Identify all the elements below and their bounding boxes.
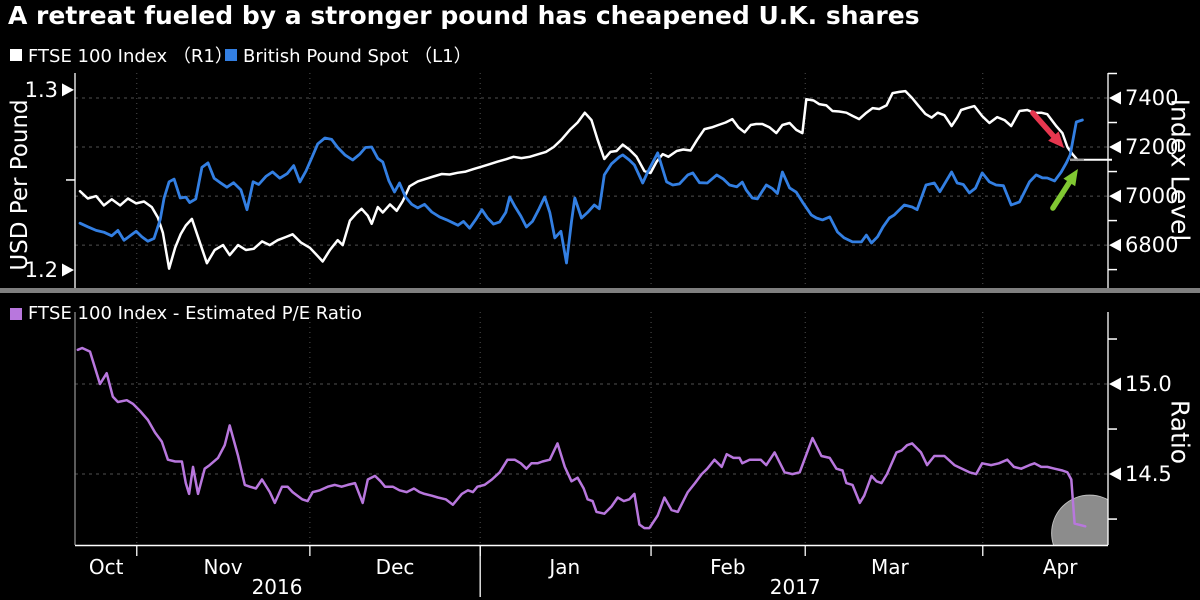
- month-label: Jan: [547, 555, 580, 579]
- right-tick-arrow: [1109, 377, 1121, 391]
- left-tick-arrow: [62, 263, 74, 277]
- right-tick-label: 7200: [1125, 135, 1178, 159]
- legend-label-pe: FTSE 100 Index - Estimated P/E Ratio: [28, 303, 363, 324]
- legend-swatch-pound: [225, 49, 237, 61]
- legend-item-pound: British Pound Spot （L1）: [225, 42, 472, 68]
- year-label: 2016: [252, 575, 303, 599]
- green-arrow: [1050, 179, 1073, 211]
- month-label: Nov: [204, 555, 243, 579]
- right-tick-label: 7000: [1125, 184, 1178, 208]
- right-tick-arrow: [1109, 189, 1121, 203]
- legend-bottom: FTSE 100 Index - Estimated P/E Ratio: [0, 303, 1200, 324]
- legend-label-ftse: FTSE 100 Index （R1）: [28, 46, 233, 67]
- legend-item-pe: FTSE 100 Index - Estimated P/E Ratio: [10, 303, 362, 324]
- series-line-ftse-100-index: [78, 89, 1079, 270]
- month-label: Oct: [89, 555, 124, 579]
- series-line-ftse-100-index-estimated-p-e: [76, 346, 1087, 530]
- chart-title: A retreat fueled by a stronger pound has…: [8, 1, 920, 30]
- month-label: Apr: [1043, 555, 1078, 579]
- legend-item-ftse: FTSE 100 Index （R1）: [10, 42, 233, 68]
- month-label: Dec: [376, 555, 415, 579]
- left-tick-label: 1.3: [25, 78, 58, 102]
- series-line-british-pound-spot: [78, 118, 1084, 265]
- month-label: Mar: [871, 555, 910, 579]
- legend-swatch-ftse: [10, 49, 22, 61]
- red-arrow: [1030, 110, 1057, 139]
- right-tick-arrow: [1109, 91, 1121, 105]
- left-tick-label: 1.2: [25, 258, 58, 282]
- right-tick-label: 7400: [1125, 86, 1178, 110]
- legend-top: FTSE 100 Index （R1） British Pound Spot （…: [0, 42, 1200, 67]
- left-tick-arrow: [62, 83, 74, 97]
- right-tick-label: 14.5: [1125, 462, 1172, 486]
- right-tick-arrow: [1109, 140, 1121, 154]
- right-tick-label: 6800: [1125, 233, 1178, 257]
- right-tick-arrow: [1109, 467, 1121, 481]
- month-label: Feb: [710, 555, 745, 579]
- green-arrow-head: [1063, 168, 1078, 187]
- legend-swatch-pe: [10, 307, 22, 320]
- highlight-circle: [1051, 494, 1108, 545]
- legend-label-pound: British Pound Spot （L1）: [243, 46, 472, 67]
- red-arrow-head: [1048, 131, 1065, 149]
- right-tick-label: 15.0: [1125, 372, 1172, 396]
- right-tick-arrow: [1109, 238, 1121, 252]
- year-label: 2017: [770, 575, 821, 599]
- panel-separator: [0, 288, 1200, 293]
